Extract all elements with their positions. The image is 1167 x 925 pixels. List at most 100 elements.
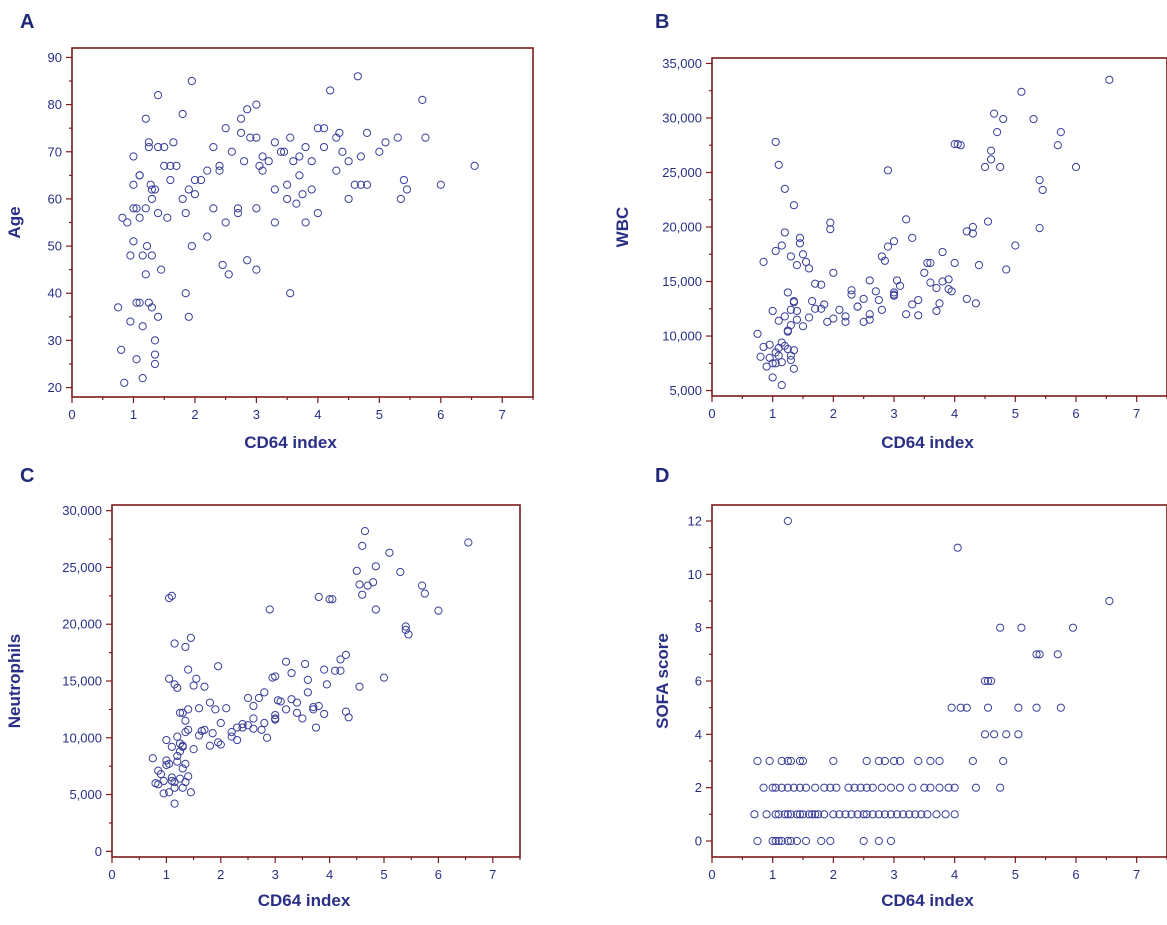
- data-point: [209, 142, 218, 152]
- data-point: [753, 329, 762, 338]
- data-point: [1032, 650, 1041, 659]
- data-point: [968, 229, 977, 238]
- data-point: [986, 676, 996, 686]
- data-point: [117, 345, 126, 354]
- data-point: [926, 278, 935, 287]
- x-tick-label: 7: [499, 407, 506, 422]
- data-point: [249, 724, 258, 733]
- data-point: [768, 306, 777, 316]
- data-point: [173, 751, 182, 761]
- x-tick-label: 0: [68, 407, 75, 422]
- data-point: [1053, 141, 1062, 150]
- data-point: [777, 756, 786, 766]
- data-point: [841, 317, 850, 326]
- data-point: [1068, 623, 1078, 632]
- data-point: [184, 725, 193, 734]
- data-point: [328, 595, 337, 604]
- data-point: [874, 810, 883, 819]
- x-axis-title: CD64 index: [881, 891, 974, 910]
- data-point: [950, 258, 959, 268]
- data-point: [189, 745, 198, 754]
- data-point: [147, 194, 157, 204]
- data-point: [153, 312, 163, 321]
- panel-letter: A: [20, 11, 34, 33]
- data-point: [153, 142, 163, 152]
- data-point: [789, 346, 799, 355]
- data-point: [326, 86, 335, 95]
- x-tick-label: 4: [314, 407, 321, 422]
- data-point: [132, 204, 141, 213]
- data-point: [301, 142, 310, 152]
- data-point: [1014, 703, 1023, 712]
- plot-frame: [711, 504, 1167, 858]
- data-point: [826, 225, 835, 234]
- data-point: [279, 147, 289, 156]
- data-point: [335, 128, 344, 137]
- data-point: [307, 157, 316, 166]
- data-point: [768, 373, 777, 382]
- data-point: [313, 208, 322, 218]
- data-point: [798, 250, 808, 259]
- data-point: [780, 810, 789, 819]
- data-point: [1035, 176, 1044, 185]
- data-point: [186, 788, 195, 797]
- data-point: [138, 374, 147, 383]
- data-point: [216, 740, 225, 749]
- data-point: [841, 312, 850, 321]
- data-point: [238, 720, 247, 729]
- data-point: [1014, 730, 1023, 739]
- data-point: [774, 836, 783, 846]
- data-point: [792, 261, 802, 270]
- data-point: [396, 194, 405, 204]
- data-point: [401, 625, 410, 635]
- data-point: [771, 836, 780, 846]
- data-point: [393, 133, 402, 142]
- data-point: [762, 810, 771, 819]
- data-point: [379, 673, 389, 682]
- y-tick-label: 0: [695, 834, 702, 849]
- data-point: [196, 175, 206, 185]
- y-tick-label: 70: [48, 144, 62, 159]
- x-tick-label: 6: [435, 867, 442, 882]
- data-point: [774, 316, 783, 325]
- data-point: [798, 810, 808, 819]
- data-point: [181, 716, 190, 725]
- data-point: [811, 810, 820, 819]
- data-point: [889, 288, 899, 297]
- data-point: [184, 312, 193, 321]
- data-point: [385, 548, 394, 557]
- data-point: [243, 693, 253, 703]
- data-point: [464, 538, 473, 547]
- y-tick-label: 40: [48, 286, 62, 301]
- y-tick-label: 10,000: [662, 329, 702, 344]
- data-point: [877, 252, 886, 261]
- x-tick-label: 5: [380, 867, 387, 882]
- data-point: [141, 114, 150, 123]
- x-tick-label: 7: [1133, 867, 1140, 882]
- data-point: [862, 756, 871, 766]
- y-tick-label: 10,000: [62, 730, 102, 745]
- data-point: [986, 155, 996, 164]
- y-axis-title: WBC: [613, 207, 632, 248]
- data-point: [829, 810, 838, 819]
- data-point: [835, 810, 844, 819]
- data-point: [883, 242, 893, 251]
- data-point: [401, 622, 410, 631]
- data-point: [181, 208, 190, 218]
- data-point: [935, 783, 944, 792]
- data-point: [271, 715, 280, 724]
- data-point: [150, 350, 160, 359]
- data-point: [170, 783, 179, 792]
- data-point: [298, 190, 307, 199]
- x-tick-label: 4: [951, 867, 958, 882]
- data-point: [886, 810, 896, 819]
- data-point: [135, 298, 144, 307]
- data-point: [908, 233, 917, 243]
- data-point: [792, 836, 802, 846]
- data-point: [341, 650, 351, 659]
- data-point: [270, 218, 279, 227]
- data-point: [159, 789, 168, 798]
- data-point: [889, 756, 899, 766]
- data-point: [129, 152, 138, 161]
- data-point: [853, 810, 862, 819]
